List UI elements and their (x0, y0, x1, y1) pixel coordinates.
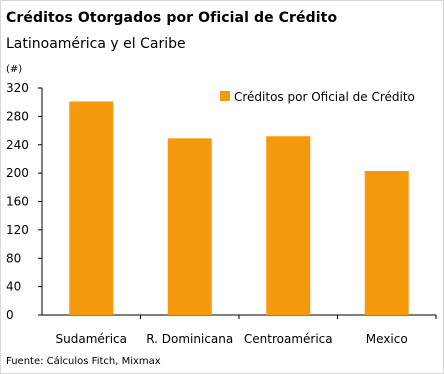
x-category-label: Sudamérica (56, 332, 127, 346)
chart-title: Créditos Otorgados por Oficial de Crédit… (6, 10, 338, 26)
x-category-label: R. Dominicana (146, 332, 233, 346)
y-tick-label: 320 (6, 81, 29, 95)
source-note: Fuente: Cálculos Fitch, Mixmax (6, 356, 161, 367)
legend-label: Créditos por Oficial de Crédito (234, 90, 415, 104)
y-axis-unit: (#) (6, 64, 23, 75)
legend-swatch (220, 91, 230, 101)
y-tick-label: 120 (6, 223, 29, 237)
bar (69, 101, 114, 316)
bar (266, 136, 311, 315)
chart-subtitle: Latinoamérica y el Caribe (6, 36, 186, 52)
x-category-label: Mexico (366, 332, 408, 346)
y-tick-label: 0 (6, 308, 14, 322)
y-tick-label: 40 (6, 280, 21, 294)
bar (364, 170, 409, 315)
y-tick-label: 240 (6, 138, 29, 152)
y-tick-label: 160 (6, 195, 29, 209)
y-tick-label: 280 (6, 109, 29, 123)
y-tick-label: 200 (6, 166, 29, 180)
bar (167, 138, 212, 315)
x-category-label: Centroamérica (244, 332, 333, 346)
y-tick-label: 80 (6, 251, 21, 265)
